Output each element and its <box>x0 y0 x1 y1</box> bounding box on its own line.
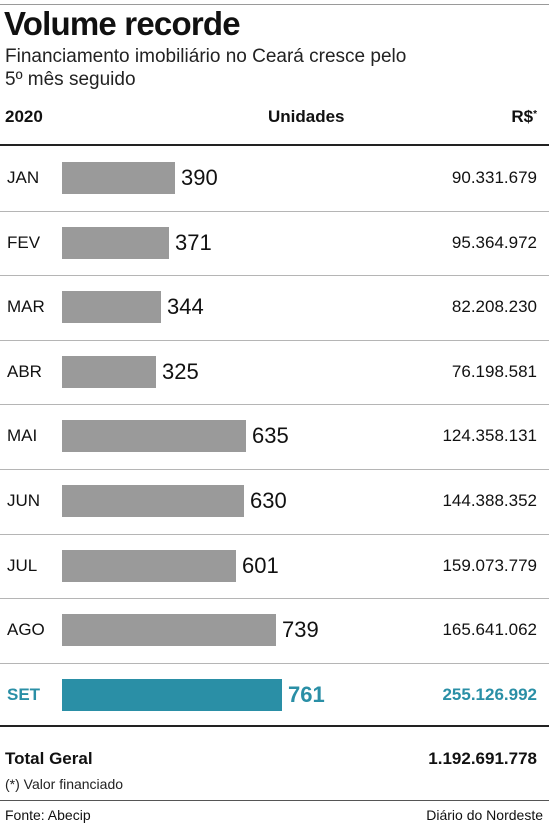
source-credit: Fonte: Abecip <box>5 806 91 824</box>
bar <box>62 485 244 517</box>
value-header-label: R$ <box>511 107 533 126</box>
month-label: AGO <box>7 598 45 662</box>
footer-rule <box>0 800 549 801</box>
table-row: MAI 635 124.358.131 <box>0 404 549 468</box>
units-value: 371 <box>175 211 212 275</box>
amount-value: 159.073.779 <box>442 534 537 598</box>
amount-value: 255.126.992 <box>442 663 537 727</box>
month-label: JUL <box>7 534 37 598</box>
units-value: 761 <box>288 663 325 727</box>
units-value: 630 <box>250 469 287 533</box>
table-row: FEV 371 95.364.972 <box>0 211 549 275</box>
bar <box>62 420 246 452</box>
chart-title: Volume recorde <box>4 4 240 44</box>
table-row: JUN 630 144.388.352 <box>0 469 549 533</box>
units-header: Unidades <box>268 107 345 127</box>
bar <box>62 550 236 582</box>
units-value: 635 <box>252 404 289 468</box>
amount-value: 76.198.581 <box>452 340 537 404</box>
month-label: MAR <box>7 275 45 339</box>
units-value: 601 <box>242 534 279 598</box>
month-label: JAN <box>7 146 39 210</box>
table-row: JAN 390 90.331.679 <box>0 146 549 210</box>
amount-value: 165.641.062 <box>442 598 537 662</box>
table-row: AGO 739 165.641.062 <box>0 598 549 662</box>
year-header: 2020 <box>5 107 43 127</box>
total-label: Total Geral <box>5 748 93 770</box>
units-value: 390 <box>181 146 218 210</box>
month-label: SET <box>7 663 40 727</box>
month-label: MAI <box>7 404 37 468</box>
amount-value: 82.208.230 <box>452 275 537 339</box>
value-header: R$* <box>511 107 537 127</box>
units-value: 325 <box>162 340 199 404</box>
month-label: JUN <box>7 469 40 533</box>
amount-value: 95.364.972 <box>452 211 537 275</box>
month-label: ABR <box>7 340 42 404</box>
value-header-mark: * <box>533 109 537 120</box>
table-row: ABR 325 76.198.581 <box>0 340 549 404</box>
units-value: 739 <box>282 598 319 662</box>
footnote: (*) Valor financiado <box>5 775 123 793</box>
month-label: FEV <box>7 211 40 275</box>
amount-value: 90.331.679 <box>452 146 537 210</box>
bar <box>62 227 169 259</box>
publisher-credit: Diário do Nordeste <box>426 806 543 824</box>
bar <box>62 614 276 646</box>
units-value: 344 <box>167 275 204 339</box>
total-value: 1.192.691.778 <box>428 748 537 770</box>
amount-value: 124.358.131 <box>442 404 537 468</box>
table-row: SET 761 255.126.992 <box>0 663 549 727</box>
table-row: MAR 344 82.208.230 <box>0 275 549 339</box>
table-row: JUL 601 159.073.779 <box>0 534 549 598</box>
total-rule <box>0 725 549 727</box>
chart-subtitle: Financiamento imobiliário no Ceará cresc… <box>5 45 425 91</box>
amount-value: 144.388.352 <box>442 469 537 533</box>
bar <box>62 679 282 711</box>
bar <box>62 356 156 388</box>
bar <box>62 162 175 194</box>
bar <box>62 291 161 323</box>
